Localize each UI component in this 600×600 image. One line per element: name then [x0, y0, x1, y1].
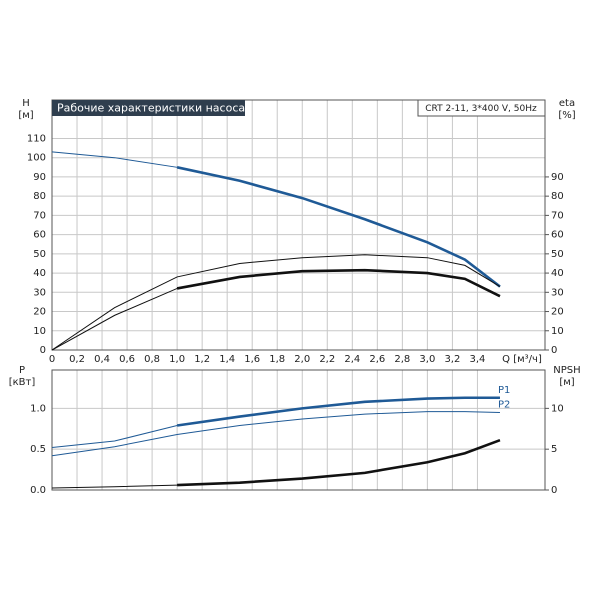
y2-tick-label: 60	[551, 230, 564, 241]
y-axis-label: P	[19, 365, 25, 376]
y2-tick-label: 70	[551, 210, 564, 221]
y2-tick-label: 50	[551, 249, 564, 260]
x-tick-label: 2,0	[294, 354, 310, 365]
y2-tick-label: 30	[551, 287, 564, 298]
curve-duty	[177, 438, 501, 487]
y2-axis-label: [м]	[559, 377, 574, 388]
x-tick-label: 1,2	[194, 354, 210, 365]
x-tick-label: 2,4	[344, 354, 360, 365]
plot-frame	[51, 99, 546, 351]
curve	[51, 254, 501, 351]
plot-frame	[51, 369, 546, 491]
title-box	[52, 100, 245, 116]
y-tick-label: 0	[40, 345, 46, 356]
y-tick-label: 0.0	[30, 485, 46, 496]
y2-tick-label: 10	[551, 326, 564, 337]
x-tick-label: 1,4	[219, 354, 235, 365]
y-axis-label: [м]	[18, 110, 33, 121]
curve	[51, 151, 501, 287]
y2-tick-label: 80	[551, 191, 564, 202]
y2-tick-label: 20	[551, 307, 564, 318]
curve-duty	[176, 166, 501, 288]
series-label: P2	[498, 399, 510, 410]
y-tick-label: 50	[33, 249, 46, 260]
y-axis-label: H	[22, 98, 30, 109]
x-tick-label: 3,4	[469, 354, 485, 365]
y-tick-label: 0.5	[30, 444, 46, 455]
y-tick-label: 10	[33, 326, 46, 337]
x-tick-label: 1,8	[269, 354, 285, 365]
y2-tick-label: 10	[551, 403, 564, 414]
y-tick-label: 90	[33, 172, 46, 183]
x-tick-label: 0,8	[144, 354, 160, 365]
y-tick-label: 80	[33, 191, 46, 202]
curve-duty	[176, 268, 501, 298]
y-axis-label: [кВт]	[9, 377, 36, 388]
x-tick-label: 3,2	[444, 354, 460, 365]
x-tick-label: 0,2	[69, 354, 85, 365]
chart-title: Рабочие характеристики насоса	[57, 102, 245, 115]
x-tick-label: 0,4	[94, 354, 110, 365]
x-tick-label: 2,8	[394, 354, 410, 365]
x-tick-label: 1,6	[244, 354, 260, 365]
x-tick-label: 0	[49, 354, 55, 365]
curve	[51, 411, 500, 457]
curve	[51, 269, 501, 351]
y2-tick-label: 0	[551, 485, 557, 496]
y2-tick-label: 90	[551, 172, 564, 183]
y2-tick-label: 40	[551, 268, 564, 279]
x-tick-label: 2,6	[369, 354, 385, 365]
y-tick-label: 40	[33, 268, 46, 279]
y2-tick-label: 0	[551, 345, 557, 356]
curve	[51, 397, 500, 449]
chart-subtitle: CRT 2-11, 3*400 V, 50Hz	[425, 104, 537, 114]
y2-tick-label: 5	[551, 444, 557, 455]
y2-axis-label: [%]	[558, 110, 575, 121]
info-box	[417, 99, 546, 117]
x-tick-label: 3,0	[419, 354, 435, 365]
y-tick-label: 30	[33, 287, 46, 298]
x-tick-label: 0,6	[119, 354, 135, 365]
curve-duty	[176, 396, 500, 427]
x-axis-label: Q [м³/ч]	[502, 354, 542, 365]
x-tick-label: 1,0	[169, 354, 185, 365]
y2-axis-label: eta	[559, 98, 575, 109]
y-tick-label: 1.0	[30, 403, 46, 414]
x-tick-label: 2,2	[319, 354, 335, 365]
series-label: P1	[498, 385, 510, 396]
y-tick-label: 100	[27, 153, 46, 164]
y-tick-label: 20	[33, 307, 46, 318]
y2-axis-label: NPSH	[553, 365, 580, 376]
y-tick-label: 110	[27, 133, 46, 144]
y-tick-label: 70	[33, 210, 46, 221]
y-tick-label: 60	[33, 230, 46, 241]
